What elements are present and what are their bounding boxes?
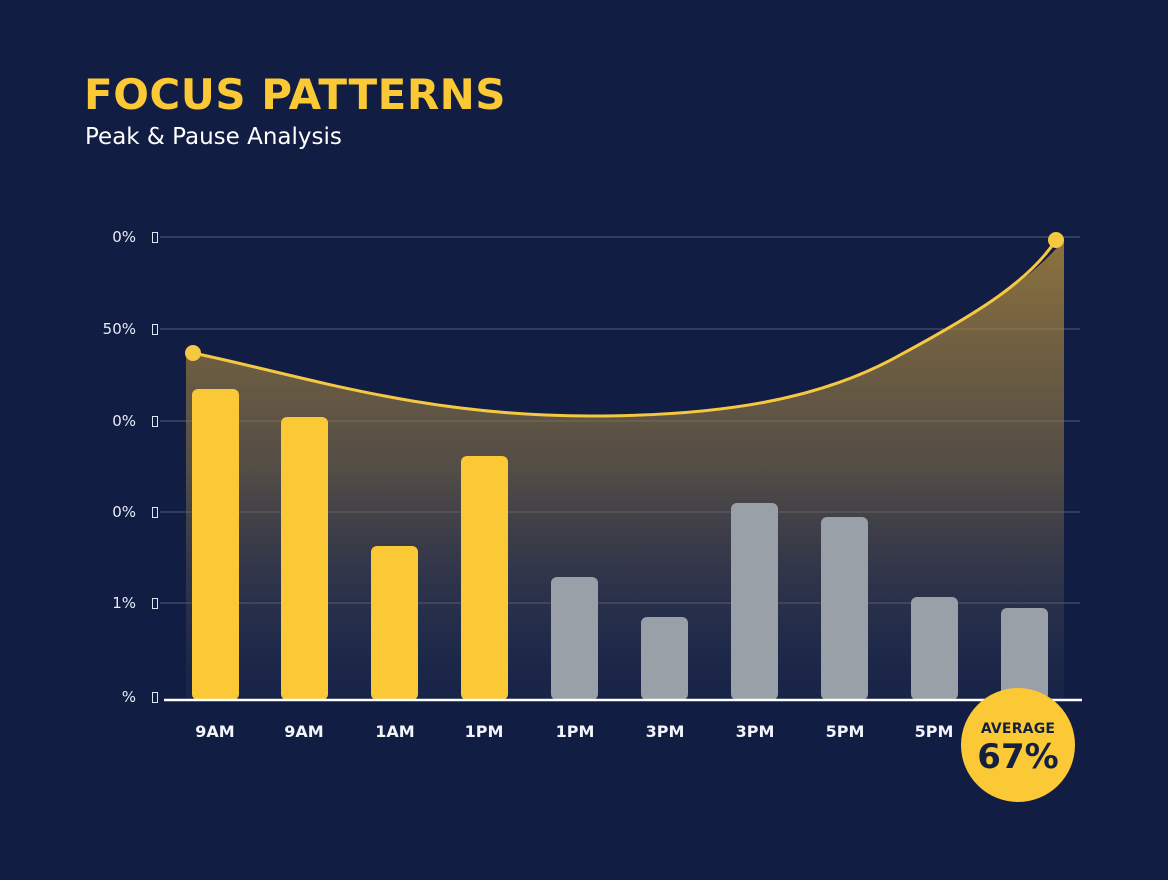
- tick-marker-icon: [152, 506, 158, 518]
- tick-marker-icon: [152, 691, 158, 703]
- bar-1am[interactable]: [371, 546, 418, 700]
- average-badge: AVERAGE 67%: [961, 688, 1075, 802]
- bars: [192, 389, 1048, 700]
- y-tick-label: 1%: [112, 594, 136, 612]
- x-tick-label: 1AM: [375, 722, 415, 741]
- trend-line: [192, 239, 1058, 418]
- y-tick: 1%: [92, 593, 160, 613]
- y-tick: 0%: [92, 227, 160, 247]
- y-tick: 0%: [92, 502, 160, 522]
- bar-5pm-2[interactable]: [911, 597, 958, 700]
- average-label: AVERAGE: [980, 720, 1056, 737]
- x-tick-label: 3PM: [645, 722, 685, 741]
- bar-1pm-2[interactable]: [551, 577, 598, 700]
- y-tick-label: 0%: [112, 228, 136, 246]
- y-tick-label: 0%: [112, 503, 136, 521]
- bar-1pm-1[interactable]: [461, 456, 508, 700]
- x-tick-label: 3PM: [735, 722, 775, 741]
- tick-marker-icon: [152, 597, 158, 609]
- x-tick-label: 1PM: [555, 722, 595, 741]
- y-tick: 0%: [92, 411, 160, 431]
- tick-marker-icon: [152, 231, 158, 243]
- y-tick-label: 0%: [112, 412, 136, 430]
- average-value: 67%: [977, 736, 1059, 777]
- page-title: FOCUS PATTERNS: [84, 70, 507, 119]
- y-tick: 50%: [92, 319, 160, 339]
- bar-9am-1[interactable]: [192, 389, 239, 700]
- bar-3pm-1[interactable]: [641, 617, 688, 700]
- bar-unlabeled[interactable]: [1001, 608, 1048, 700]
- x-tick-label: 1PM: [464, 722, 504, 741]
- page-subtitle: Peak & Pause Analysis: [85, 124, 342, 150]
- x-tick-label: 5PM: [825, 722, 865, 741]
- x-tick-label: 5PM: [914, 722, 954, 741]
- bar-3pm-2[interactable]: [731, 503, 778, 700]
- y-tick-label: 50%: [102, 320, 136, 338]
- tick-marker-icon: [152, 323, 158, 335]
- tick-marker-icon: [152, 415, 158, 427]
- bar-9am-2[interactable]: [281, 417, 328, 700]
- y-tick-label: %: [121, 688, 136, 706]
- x-tick-label: 9AM: [195, 722, 235, 741]
- trend-end-dot[interactable]: [1048, 232, 1064, 248]
- trend-start-dot[interactable]: [185, 345, 201, 361]
- bar-5pm-1[interactable]: [821, 517, 868, 700]
- y-tick: %: [92, 687, 160, 707]
- x-tick-label: 9AM: [284, 722, 324, 741]
